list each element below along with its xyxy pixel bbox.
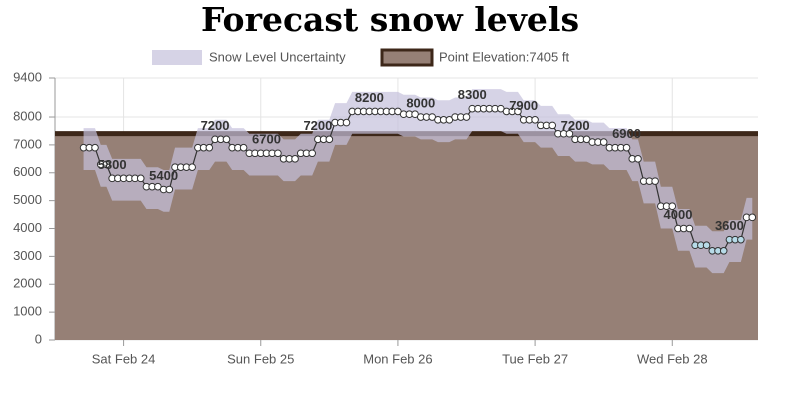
x-tick-label: Tue Feb 27 — [502, 351, 568, 366]
y-tick-label: 8000 — [13, 108, 42, 123]
data-label: 3600 — [715, 218, 744, 233]
data-point — [622, 143, 631, 152]
y-tick-label: 0 — [35, 331, 42, 346]
data-point — [308, 149, 316, 158]
legend-swatch-band — [152, 50, 202, 65]
data-point — [239, 143, 248, 152]
x-tick-label: Sun Feb 25 — [227, 351, 294, 366]
y-tick-label: 9400 — [13, 69, 42, 84]
x-tick-label: Wed Feb 28 — [637, 351, 708, 366]
data-label: 4000 — [664, 207, 693, 222]
data-point — [737, 235, 745, 244]
data-point — [291, 155, 299, 163]
y-tick-label: 4000 — [13, 220, 42, 235]
x-tick-label: Sat Feb 24 — [92, 351, 156, 366]
legend-label: Point Elevation:7405 ft — [439, 49, 569, 64]
data-point — [188, 163, 196, 171]
data-point — [514, 107, 522, 116]
data-point — [165, 185, 174, 194]
data-label: 8000 — [406, 95, 435, 110]
data-label: 7200 — [303, 118, 332, 133]
y-tick-label: 5000 — [13, 192, 42, 207]
data-point — [325, 135, 334, 144]
data-point — [719, 247, 728, 255]
data-point — [685, 224, 694, 233]
data-point — [599, 138, 608, 146]
uncertainty-band — [83, 89, 753, 274]
data-label: 8300 — [458, 87, 487, 102]
data-label: 6700 — [252, 132, 281, 147]
data-point — [274, 149, 282, 158]
data-point — [91, 143, 99, 152]
data-point — [668, 202, 677, 211]
data-point — [531, 116, 539, 124]
data-point — [748, 213, 757, 222]
data-point — [222, 135, 231, 144]
y-tick-label: 2000 — [13, 276, 42, 291]
chart-title: Forecast snow levels — [201, 0, 579, 39]
legend-label: Snow Level Uncertainty — [209, 49, 346, 64]
data-point — [136, 174, 145, 183]
data-point — [205, 143, 214, 152]
y-tick-label: 6000 — [13, 164, 42, 179]
data-label: 8200 — [355, 90, 384, 105]
data-point — [462, 113, 471, 121]
data-label: 7200 — [561, 118, 590, 133]
data-label: 7900 — [509, 98, 538, 113]
data-label: 6900 — [612, 126, 641, 141]
data-label: 7200 — [201, 118, 230, 133]
data-label: 5800 — [98, 157, 127, 172]
data-point — [102, 160, 111, 169]
y-tick-label: 3000 — [13, 248, 42, 263]
y-tick-label: 1000 — [13, 304, 42, 319]
data-point — [548, 121, 557, 130]
legend-swatch-elevation — [380, 48, 434, 67]
data-point — [342, 118, 351, 127]
data-point — [634, 155, 642, 163]
data-point — [702, 241, 711, 250]
y-tick-label: 7000 — [13, 136, 42, 151]
data-point — [565, 129, 574, 138]
data-point — [651, 177, 659, 185]
data-label: 5400 — [149, 168, 178, 183]
x-tick-label: Mon Feb 26 — [363, 351, 432, 366]
